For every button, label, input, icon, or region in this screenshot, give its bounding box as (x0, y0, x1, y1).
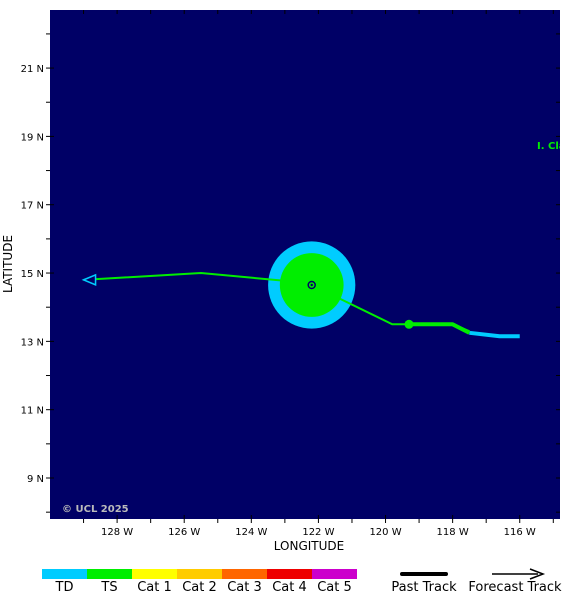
legend-swatch-td (42, 569, 87, 579)
plot-area: I. Cla © UCL 2025 (50, 10, 566, 519)
legend-label: Cat 5 (317, 580, 352, 595)
legend-label: Cat 2 (182, 580, 217, 595)
y-tick-label: 15 N (21, 269, 44, 280)
y-axis-title: LATITUDE (1, 235, 15, 293)
y-tick-label: 11 N (21, 406, 44, 417)
legend-swatch-cat-4 (267, 569, 312, 579)
legend-label: Cat 4 (272, 580, 307, 595)
legend: TD TS Cat 1 Cat 2 Cat 3 Cat 4 Cat 5 Past Track F… (42, 568, 562, 595)
legend-swatch-cat-2 (177, 569, 222, 579)
storm-center-symbol (307, 280, 316, 290)
legend-past-track-label: Past Track (391, 580, 457, 595)
legend-swatch-cat-5 (312, 569, 357, 579)
legend-forecast-arrow-icon (529, 568, 546, 580)
axis-ticks: 21 N 19 N 17 N 15 N 13 N 11 N 9 N 128 W 126 W 124… (21, 10, 560, 538)
x-tick-label: 128 W (101, 527, 133, 538)
legend-label: TD (55, 580, 74, 595)
legend-swatch-cat-1 (132, 569, 177, 579)
x-tick-label: 116 W (504, 527, 536, 538)
copyright-watermark: © UCL 2025 (62, 504, 129, 515)
x-tick-label: 118 W (437, 527, 469, 538)
y-tick-label: 17 N (21, 201, 44, 212)
x-tick-label: 122 W (302, 527, 334, 538)
x-tick-label: 124 W (235, 527, 267, 538)
legend-label: TS (100, 580, 117, 595)
x-axis-title: LONGITUDE (274, 539, 344, 553)
legend-forecast-track-label: Forecast Track (468, 580, 562, 595)
forecast-arrow-head (81, 273, 97, 286)
x-tick-label: 120 W (369, 527, 401, 538)
y-tick-label: 21 N (21, 64, 44, 75)
storm-center-dot (310, 283, 313, 287)
past-track-segment (409, 322, 471, 335)
plot-contents: I. Cla © UCL 2025 (62, 141, 566, 515)
x-tick-label: 126 W (168, 527, 200, 538)
past-position-marker (404, 319, 414, 329)
legend-swatch-ts (87, 569, 132, 579)
past-track-segment (469, 330, 520, 339)
y-tick-label: 13 N (21, 337, 44, 348)
forecast-track-west (83, 272, 312, 285)
legend-swatch-cat-3 (222, 569, 267, 579)
y-tick-label: 19 N (21, 132, 44, 143)
legend-label: Cat 1 (137, 580, 172, 595)
y-tick-label: 9 N (27, 474, 44, 485)
legend-label: Cat 3 (227, 580, 262, 595)
storm-name-label: I. Cla (537, 141, 566, 152)
